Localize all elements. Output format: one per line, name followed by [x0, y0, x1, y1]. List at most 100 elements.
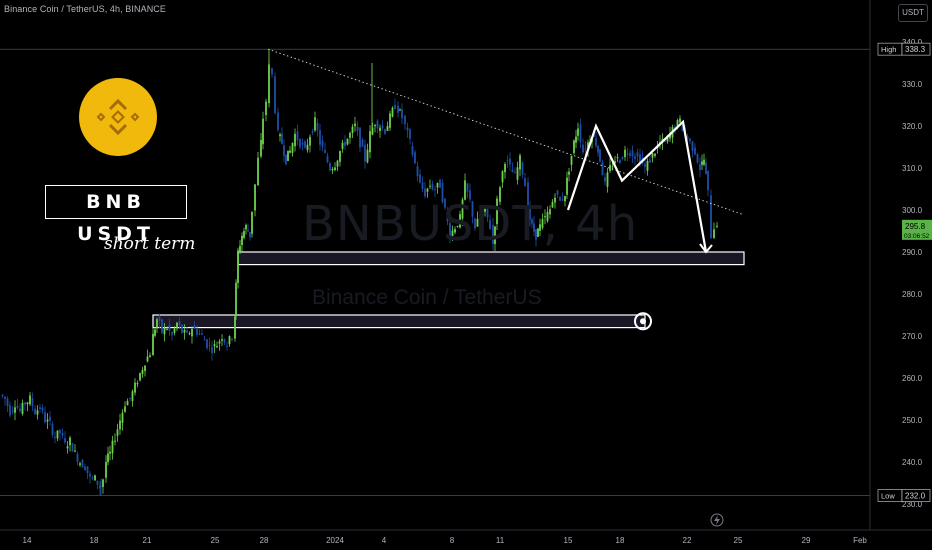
candle-body — [336, 160, 339, 167]
candle-body — [69, 437, 71, 446]
candle-body — [439, 179, 441, 188]
candle-body — [359, 127, 361, 148]
candle-body — [624, 149, 626, 158]
candle-body — [279, 134, 281, 137]
candle-body — [354, 123, 356, 127]
candle-body — [689, 138, 691, 142]
candle-body — [644, 163, 646, 167]
candle-body — [274, 76, 276, 113]
candle-body — [575, 136, 577, 143]
candle-body — [79, 463, 81, 465]
candle-body — [471, 201, 474, 217]
candle-body — [444, 198, 446, 208]
time-tick-label: 18 — [616, 536, 625, 545]
candle-body — [109, 451, 111, 454]
candle-body — [559, 196, 561, 201]
candle-body — [243, 231, 245, 238]
candle-body — [556, 190, 559, 195]
candle-body — [186, 330, 188, 333]
note-label: short term — [104, 234, 196, 254]
candle-body — [76, 453, 79, 462]
symbol-header[interactable]: Binance Coin / TetherUS, 4h, BINANCE — [4, 4, 167, 14]
candle-body — [577, 128, 579, 136]
candle-body — [366, 149, 369, 163]
candle-body — [676, 120, 679, 128]
candle-body — [451, 230, 454, 237]
candle-body — [489, 219, 491, 230]
candle-body — [111, 440, 114, 454]
logo-mark — [108, 123, 128, 136]
candle-body — [94, 475, 96, 481]
candle-body — [374, 124, 376, 127]
candle-body — [152, 333, 154, 356]
logo-mark — [130, 112, 140, 122]
candle-body — [91, 477, 94, 479]
candle-body — [56, 430, 59, 439]
alert-circle-icon — [634, 312, 652, 331]
candle-body — [414, 152, 416, 164]
candle-body — [211, 347, 213, 354]
candle-body — [285, 154, 287, 165]
candle-body — [466, 183, 469, 192]
resistance-trendline — [267, 48, 743, 215]
candle-body — [149, 355, 151, 358]
candle-body — [126, 400, 129, 406]
candle-body — [161, 319, 163, 333]
candle-body — [173, 328, 176, 333]
candle-body — [524, 178, 526, 187]
candle-body — [96, 480, 99, 485]
candle-body — [587, 142, 589, 151]
candle-body — [154, 329, 156, 336]
candle-body — [421, 182, 424, 189]
candle-body — [31, 398, 34, 407]
candle-body — [441, 182, 444, 202]
candle-body — [570, 155, 573, 165]
candle-body — [84, 466, 86, 471]
candle-body — [121, 412, 124, 424]
candle-body — [321, 140, 324, 147]
candle-body — [41, 407, 44, 411]
candle-body — [431, 183, 434, 190]
candle-body — [339, 151, 341, 162]
candle-body — [36, 410, 39, 415]
candle-body — [426, 188, 429, 192]
time-tick-label: 25 — [734, 536, 743, 545]
logo-mark — [111, 110, 125, 124]
price-tick-label: 330.0 — [902, 80, 923, 89]
time-tick-label: 2024 — [326, 536, 344, 545]
support-zone — [237, 251, 745, 266]
price-tick-label: 340.0 — [902, 38, 923, 47]
candle-body — [384, 129, 386, 134]
time-tick-label: 29 — [802, 536, 811, 545]
candle-body — [434, 189, 436, 191]
price-tick-label: 230.0 — [902, 500, 923, 509]
candle-body — [136, 383, 139, 385]
support-zones — [152, 251, 745, 329]
price-tick-label: 270.0 — [902, 332, 923, 341]
candle-body — [474, 218, 476, 229]
candle-body — [597, 146, 599, 153]
candle-body — [116, 429, 119, 436]
candle-body — [54, 436, 56, 438]
candle-body — [309, 136, 311, 146]
candle-body — [11, 410, 14, 412]
candle-body — [296, 131, 299, 141]
candle-body — [401, 109, 403, 119]
time-tick-label: 11 — [496, 536, 505, 545]
candle-body — [529, 206, 531, 220]
candle-body — [86, 466, 89, 474]
candle-body — [634, 156, 636, 160]
time-axis: 14 18 21 25 28 2024 4 8 11 15 18 22 25 29 Feb — [23, 513, 867, 545]
price-axis: 340.0 330.0 320.0 310.0 300.0 290.0 280.0 270.0… — [877, 38, 932, 509]
candle-body — [506, 159, 509, 161]
candle-body — [429, 185, 431, 187]
watermark-name: Binance Coin / TetherUS — [312, 286, 542, 309]
candle-body — [249, 232, 251, 238]
currency-badge[interactable]: USDT — [898, 4, 928, 22]
candle-body — [394, 104, 396, 109]
last-price-value: 295.8 — [905, 222, 926, 231]
candle-body — [511, 169, 514, 173]
candle-body — [289, 150, 291, 153]
candle-body — [181, 324, 183, 333]
